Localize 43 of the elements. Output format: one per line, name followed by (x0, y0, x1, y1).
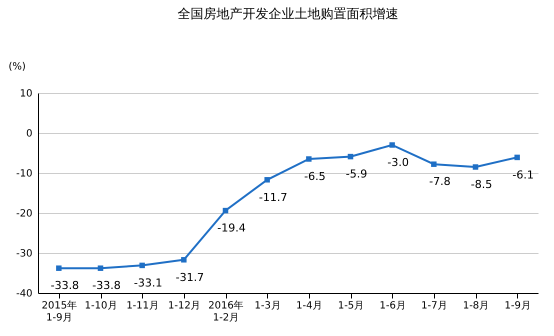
y-tick-label: 0 (26, 128, 32, 140)
point (306, 156, 312, 162)
data-label: -11.7 (258, 190, 288, 204)
x-tick-label: 1-3月 (254, 300, 281, 312)
x-tick-label: 1-8月 (462, 300, 490, 312)
point (181, 257, 187, 263)
x-tick-label: 1-7月 (421, 300, 448, 312)
point (431, 161, 437, 167)
x-tick-label: 1-4月 (296, 300, 323, 312)
point (514, 154, 520, 160)
data-label: -7.8 (429, 175, 451, 188)
data-label: -8.5 (470, 178, 492, 191)
y-tick-label: 10 (20, 88, 32, 100)
y-tick-label: -20 (16, 208, 32, 220)
data-label: -19.4 (217, 222, 246, 235)
data-label: -31.7 (176, 270, 204, 284)
x-tick-label: 1-10月 (84, 300, 118, 312)
y-axis-title: (%) (8, 62, 26, 72)
x-tick-label: 1-12月 (168, 300, 201, 312)
y-tick-label: -30 (16, 248, 32, 260)
point (222, 208, 228, 214)
x-tick-label: 1-6月 (379, 300, 406, 312)
point (98, 265, 104, 271)
data-label: -3.0 (387, 156, 409, 169)
x-tick-label: 2016年 1-2月 (208, 300, 244, 324)
point (139, 262, 145, 268)
x-tick-label: 1-11月 (126, 300, 160, 312)
x-tick-label: 1-5月 (338, 300, 364, 312)
chart-title: 全国房地产开发企业土地购置面积增速 (178, 6, 398, 22)
y-tick-label: -40 (16, 288, 32, 300)
point (389, 142, 395, 148)
y-tick-label: -10 (16, 168, 32, 180)
data-label: -6.5 (304, 170, 326, 183)
data-label: -33.1 (134, 276, 162, 290)
point (56, 265, 62, 271)
data-label: -33.8 (92, 279, 121, 292)
point (264, 177, 270, 183)
x-tick-label: 1-9月 (504, 300, 531, 312)
data-label: -5.9 (346, 168, 368, 181)
data-label: -6.1 (512, 168, 534, 182)
x-tick-label: 2015年 1-9月 (42, 300, 78, 324)
data-label: -33.8 (50, 279, 80, 292)
point (348, 154, 354, 160)
